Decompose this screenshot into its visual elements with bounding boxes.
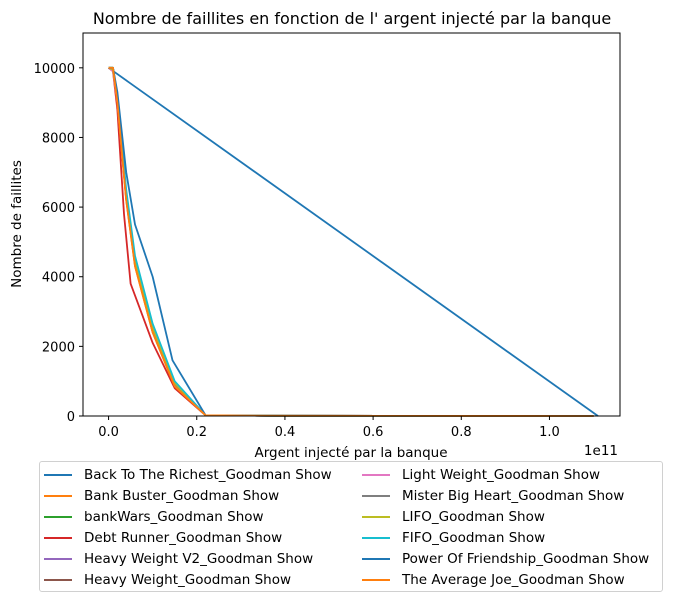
legend-label: The Average Joe_Goodman Show	[402, 571, 625, 588]
legend-item: FIFO_Goodman Show	[358, 527, 649, 548]
legend-swatch	[362, 515, 390, 518]
legend-label: bankWars_Goodman Show	[84, 508, 264, 525]
x-axis: 0.0 0.2 0.4 0.6 0.8 1.0	[98, 416, 560, 440]
legend-item: Bank Buster_Goodman Show	[40, 485, 332, 506]
legend-item: Mister Big Heart_Goodman Show	[358, 485, 649, 506]
legend-swatch	[362, 494, 390, 497]
legend-item: bankWars_Goodman Show	[40, 506, 332, 527]
legend-item: Back To The Richest_Goodman Show	[40, 464, 332, 485]
x-tick-label: 0.2	[186, 425, 207, 440]
legend-column-right: Light Weight_Goodman Show Mister Big Hear…	[358, 464, 649, 590]
legend-label: Heavy Weight V2_Goodman Show	[84, 550, 314, 567]
legend-item: Power Of Friendship_Goodman Show	[358, 548, 649, 569]
legend-swatch	[44, 536, 72, 539]
y-axis: 0 2000 4000 6000 8000 10000	[34, 62, 83, 425]
legend-item: LIFO_Goodman Show	[358, 506, 649, 527]
legend-swatch	[44, 473, 72, 476]
y-tick-label: 2000	[42, 340, 75, 355]
legend-label: Back To The Richest_Goodman Show	[84, 466, 332, 483]
legend-column-left: Back To The Richest_Goodman Show Bank Bus…	[40, 464, 332, 590]
y-tick-label: 4000	[42, 271, 75, 286]
legend-item: The Average Joe_Goodman Show	[358, 569, 649, 590]
x-tick-label: 0.8	[451, 425, 472, 440]
series-line-1	[108, 67, 599, 417]
legend-item: Heavy Weight V2_Goodman Show	[40, 548, 332, 569]
x-tick-label: 0.4	[275, 425, 296, 440]
legend-item: Debt Runner_Goodman Show	[40, 527, 332, 548]
legend-label: Mister Big Heart_Goodman Show	[402, 487, 625, 504]
legend-swatch	[362, 473, 390, 476]
x-tick-label: 0.0	[98, 425, 119, 440]
x-axis-offset-text: 1e11	[584, 443, 618, 459]
y-tick-label: 6000	[42, 201, 75, 216]
x-axis-label: Argent injecté par la banque	[254, 445, 447, 461]
legend-label: Heavy Weight_Goodman Show	[84, 571, 292, 588]
plot-frame	[82, 32, 621, 417]
plot-area	[108, 66, 599, 417]
legend-swatch	[44, 515, 72, 518]
y-tick-label: 8000	[42, 131, 75, 146]
legend-label: LIFO_Goodman Show	[402, 508, 545, 525]
legend-swatch	[44, 557, 72, 560]
x-tick-label: 1.0	[539, 425, 560, 440]
legend-label: Bank Buster_Goodman Show	[84, 487, 280, 504]
legend-swatch	[44, 578, 72, 581]
y-axis-label: Nombre de faillites	[9, 160, 25, 288]
y-tick-label: 0	[67, 410, 75, 425]
chart-title: Nombre de faillites en fonction de l' ar…	[93, 9, 611, 28]
y-tick-label: 10000	[34, 62, 75, 77]
x-tick-label: 0.6	[363, 425, 384, 440]
legend: Back To The Richest_Goodman Show Bank Bus…	[39, 461, 663, 592]
legend-label: Light Weight_Goodman Show	[402, 466, 601, 483]
legend-label: FIFO_Goodman Show	[402, 529, 546, 546]
legend-item: Light Weight_Goodman Show	[358, 464, 649, 485]
legend-label: Power Of Friendship_Goodman Show	[402, 550, 650, 567]
legend-swatch	[362, 536, 390, 539]
legend-item: Heavy Weight_Goodman Show	[40, 569, 332, 590]
legend-swatch	[362, 578, 390, 581]
legend-swatch	[44, 494, 72, 497]
legend-label: Debt Runner_Goodman Show	[84, 529, 283, 546]
legend-swatch	[362, 557, 390, 560]
